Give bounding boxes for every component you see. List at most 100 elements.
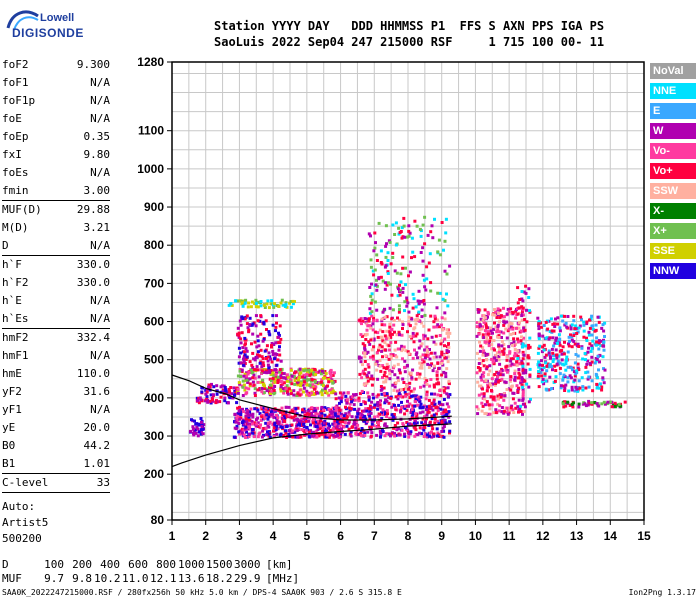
echo-point [291,410,294,413]
echo-point [510,322,514,326]
echo-point [421,358,424,362]
echo-point [418,411,422,415]
echo-point [417,310,421,314]
echo-point [280,417,284,420]
echo-point [363,372,367,376]
echo-point [415,314,419,318]
echo-point [391,223,395,227]
echo-point [446,394,450,398]
echo-point [241,385,245,389]
echo-point [482,314,486,317]
echo-point [546,327,550,331]
echo-point [224,388,228,392]
echo-point [272,434,276,438]
echo-point [428,420,432,424]
echo-point [383,315,387,319]
echo-point [550,387,554,390]
echo-point [577,405,581,409]
file-info-footer: SAA0K_2022247215000.RSF / 280fx256h 50 k… [2,588,402,597]
echo-point [241,410,245,413]
echo-point [422,435,426,438]
echo-point [301,410,304,414]
echo-point [327,378,331,382]
echo-point [385,362,389,366]
echo-point [537,346,541,350]
echo-point [572,332,576,336]
echo-point [419,355,423,359]
echo-point [556,342,559,345]
echo-point [516,301,520,305]
echo-point [476,351,479,355]
echo-point [600,326,604,330]
echo-point [403,359,407,363]
echo-point [496,307,500,311]
echo-point [395,271,399,275]
echo-point [401,327,404,330]
echo-point [247,387,251,391]
echo-point [411,394,415,398]
echo-point [309,391,313,395]
echo-point [418,426,422,430]
digisonde-logo [6,10,39,31]
echo-point [500,377,504,381]
echo-point [256,380,260,384]
echo-point [240,427,244,431]
echo-point [516,312,520,316]
echo-point [255,424,259,428]
echo-point [404,266,407,270]
echo-point [481,374,485,378]
echo-point [429,281,433,285]
echo-point [484,322,488,326]
echo-point [584,386,588,390]
param-separator [2,200,110,201]
echo-point [524,291,528,295]
echo-point [262,364,266,368]
echo-point [500,393,504,397]
echo-point [282,433,286,437]
echo-point [384,264,388,268]
echo-point [435,434,439,438]
echo-point [537,385,541,389]
echo-point [384,337,388,341]
echo-point [425,417,428,421]
echo-point [441,328,445,332]
muf-value: 9.8 [72,572,92,585]
echo-point [542,366,546,369]
echo-point [419,385,422,389]
echo-point [321,369,324,373]
echo-point [247,427,251,431]
echo-point [229,302,233,306]
echo-point [390,317,394,321]
echo-point [284,387,288,391]
echo-point [383,434,387,438]
echo-point [311,383,315,387]
echo-point [411,412,415,416]
echo-point [328,416,332,420]
echo-point [572,314,576,318]
echo-point [479,344,483,348]
echo-point [260,369,264,373]
echo-point [547,337,551,341]
echo-point [566,400,570,404]
echo-point [400,405,404,409]
echo-point [225,391,228,395]
legend-item: X+ [650,223,696,239]
echo-point [506,412,510,416]
echo-point [331,415,335,419]
echo-point [342,417,346,421]
echo-point [325,435,329,439]
echo-point [496,402,500,406]
echo-point [407,315,411,319]
echo-point [602,344,606,348]
echo-point [306,392,310,396]
echo-point [307,378,311,382]
echo-point [594,323,598,327]
echo-point [413,219,417,223]
echo-point [297,435,301,439]
echo-point [411,334,415,338]
echo-point [502,315,506,319]
param-row: fmin 3.00 [2,182,110,200]
echo-point [372,357,375,361]
echo-point [440,373,444,377]
echo-point [328,389,332,392]
